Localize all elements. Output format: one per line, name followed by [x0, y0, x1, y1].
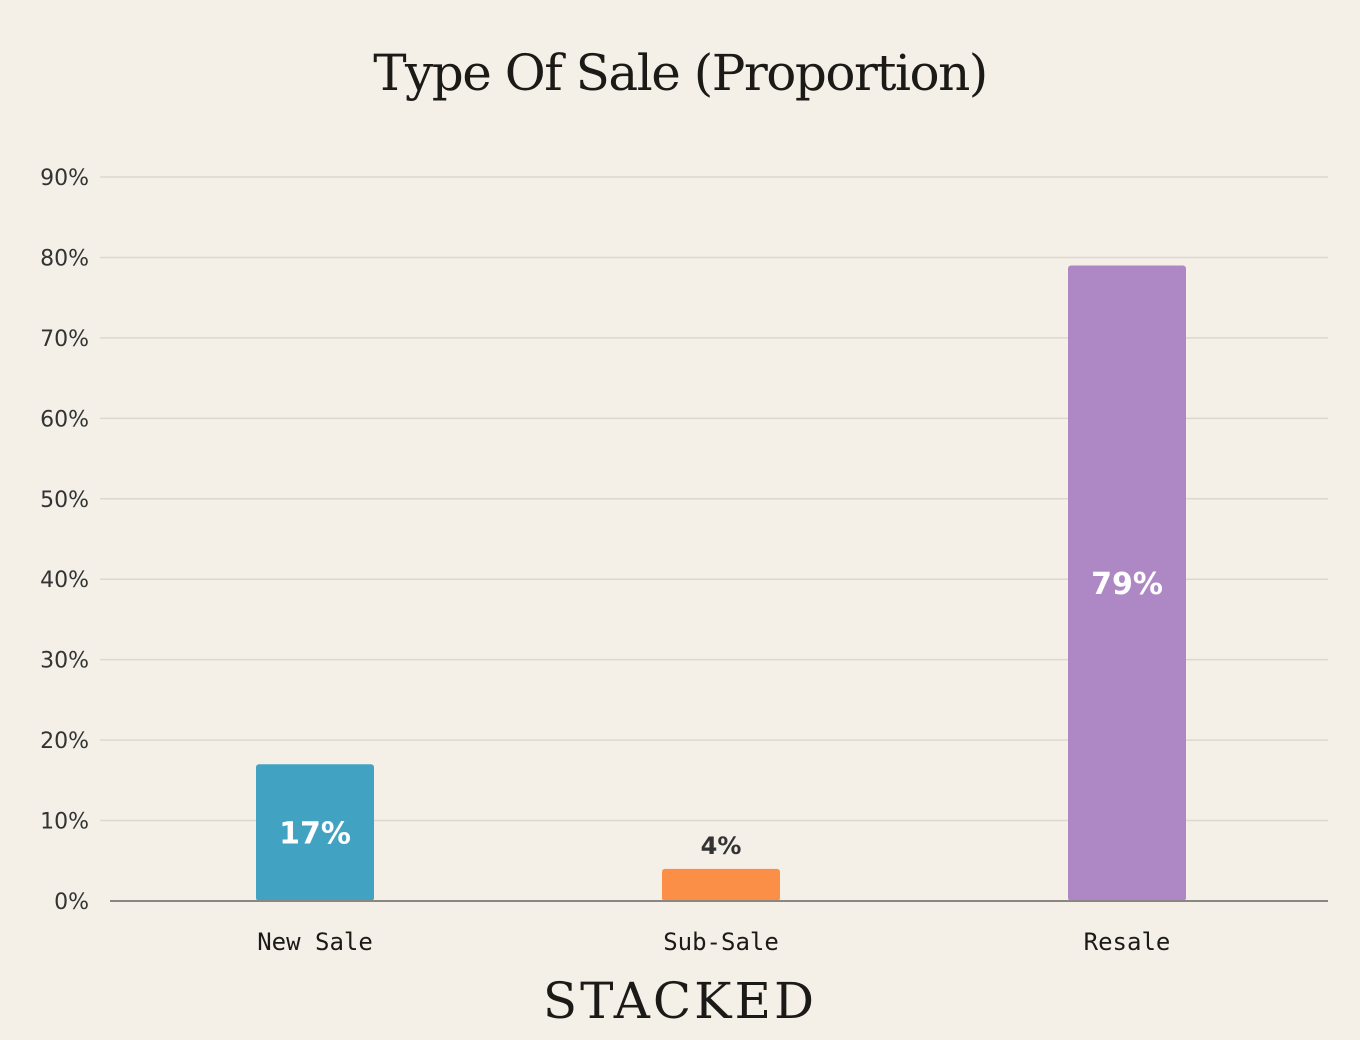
- bar-resale: [1068, 265, 1186, 901]
- y-tick-label: 10%: [40, 810, 89, 835]
- bar-new-sale: [256, 764, 374, 901]
- data-label: 79%: [1091, 567, 1163, 602]
- x-tick-label: New Sale: [257, 928, 373, 956]
- bars: 17% 4% 79%: [256, 265, 1186, 901]
- data-label: 17%: [279, 817, 351, 852]
- y-tick-label: 70%: [40, 327, 89, 352]
- y-tick-label: 50%: [40, 488, 89, 513]
- brand-logo: STACKED: [542, 972, 818, 1030]
- y-axis-ticks: 0% 10% 20% 30% 40% 50% 60% 70% 80% 90%: [40, 166, 89, 915]
- bar-sub-sale: [662, 868, 780, 901]
- y-tick-label: 40%: [40, 568, 89, 593]
- x-axis-ticks: New Sale Sub-Sale Resale: [257, 928, 1170, 956]
- data-label: 4%: [701, 832, 742, 860]
- y-tick-label: 20%: [40, 729, 89, 754]
- chart-title: Type Of Sale (Proportion): [373, 44, 988, 102]
- y-tick-label: 60%: [40, 407, 89, 432]
- y-tick-label: 80%: [40, 246, 89, 271]
- y-tick-label: 0%: [54, 890, 89, 915]
- x-tick-label: Resale: [1084, 928, 1171, 956]
- x-tick-label: Sub-Sale: [663, 928, 779, 956]
- y-tick-label: 90%: [40, 166, 89, 191]
- y-tick-label: 30%: [40, 649, 89, 674]
